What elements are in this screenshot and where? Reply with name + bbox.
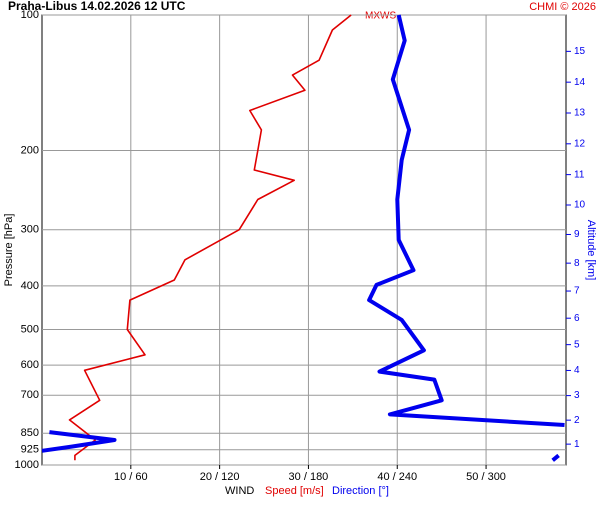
y2-tick-label: 11 <box>574 169 585 180</box>
x-tick-label: 30 / 180 <box>289 471 329 483</box>
chart-title: Praha-Libus 14.02.2026 12 UTC <box>8 0 186 13</box>
y2-tick-label: 2 <box>574 415 580 426</box>
y-tick-label: 1000 <box>15 459 39 471</box>
y-tick-label: 850 <box>21 427 39 439</box>
credit: CHMI © 2026 <box>529 1 596 13</box>
y2-tick-label: 7 <box>574 286 580 297</box>
y2-tick-label: 15 <box>574 46 586 57</box>
x-tick-label: 10 / 60 <box>114 471 148 483</box>
y-tick-label: 200 <box>21 144 39 156</box>
y2-tick-label: 6 <box>574 313 580 324</box>
y2-tick-label: 8 <box>574 258 580 269</box>
y-tick-label: 600 <box>21 359 39 371</box>
series-line <box>68 14 352 461</box>
y-tick-label: 300 <box>21 224 39 236</box>
y2-tick-label: 10 <box>574 200 586 211</box>
annotation: MXWS <box>365 11 396 22</box>
y-tick-label: 500 <box>21 323 39 335</box>
y-tick-label: 925 <box>21 444 39 456</box>
y-axis-label: Pressure [hPa] <box>3 214 15 287</box>
x-axis-label: WIND <box>225 485 254 497</box>
legend-entry: Direction [°] <box>332 485 389 497</box>
x-tick-label: 20 / 120 <box>200 471 240 483</box>
x-tick-label: 50 / 300 <box>466 471 506 483</box>
y2-tick-label: 1 <box>574 439 580 450</box>
plot-frame <box>41 14 567 466</box>
y2-tick-label: 4 <box>574 365 580 376</box>
series-line <box>41 14 565 462</box>
y-tick-label: 700 <box>21 389 39 401</box>
y2-tick-label: 9 <box>574 229 580 240</box>
y-tick-label: 100 <box>21 9 39 21</box>
y2-tick-label: 13 <box>574 108 586 119</box>
y2-tick-label: 14 <box>574 77 586 88</box>
x-tick-label: 40 / 240 <box>377 471 417 483</box>
legend-entry: Speed [m/s] <box>265 485 324 497</box>
y2-tick-label: 5 <box>574 339 580 350</box>
y2-tick-label: 12 <box>574 138 586 149</box>
y2-axis-label: Altitude [km] <box>585 220 597 281</box>
y-tick-label: 400 <box>21 280 39 292</box>
y2-tick-label: 3 <box>574 390 580 401</box>
